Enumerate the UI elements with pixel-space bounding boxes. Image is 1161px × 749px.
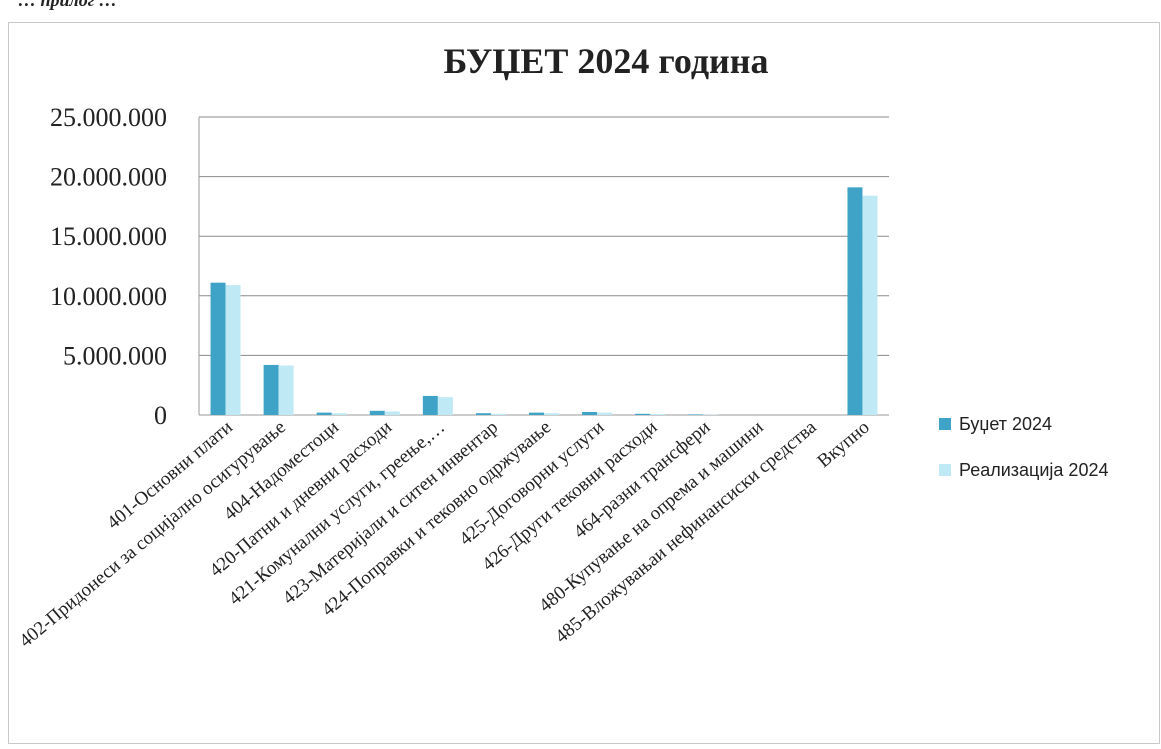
bar-realization	[331, 413, 347, 415]
bar-realization	[437, 397, 453, 415]
x-tick-label: Вкупно	[813, 417, 873, 472]
y-tick-label: 25.000.000	[50, 103, 167, 132]
bar-realization	[225, 285, 241, 415]
page-header-fragment: … прилог …	[18, 0, 117, 10]
bar-realization	[597, 412, 613, 415]
bar-budget	[263, 364, 279, 415]
chart-title: БУЏЕТ 2024 година	[443, 41, 768, 81]
bar-realization	[490, 413, 506, 415]
bar-budget	[422, 395, 438, 415]
bar-realization	[384, 411, 400, 415]
y-tick-label: 15.000.000	[50, 222, 167, 251]
bar-realization	[862, 195, 878, 415]
chart-legend: Буџет 2024 Реализација 2024	[939, 411, 1108, 503]
bar-budget	[369, 410, 385, 415]
chart-frame: БУЏЕТ 2024 година 0 5.000.000 10.000.000 15…	[8, 22, 1160, 744]
bar-realization	[278, 365, 294, 415]
bar-budget	[316, 412, 332, 415]
bar-budget	[210, 282, 226, 415]
bar-realization	[544, 413, 559, 415]
bar-budget	[582, 412, 598, 415]
legend-label-realization: Реализација 2024	[959, 459, 1109, 480]
bar-budget	[635, 413, 651, 415]
bar-realization	[650, 414, 666, 415]
y-tick-label: 10.000.000	[50, 282, 167, 311]
y-tick-label: 5.000.000	[63, 341, 167, 370]
legend-label-budget: Буџет 2024	[959, 413, 1053, 434]
bar-budget	[475, 413, 491, 415]
chart-svg: БУЏЕТ 2024 година 0 5.000.000 10.000.000 15…	[15, 41, 889, 652]
gridlines	[199, 116, 889, 416]
y-tick-label: 20.000.000	[50, 163, 167, 192]
bar-budget	[529, 412, 544, 415]
bar-budget	[688, 414, 704, 415]
legend-swatch-realization	[939, 464, 951, 476]
bars	[210, 187, 878, 415]
bar-budget	[847, 187, 863, 415]
y-tick-label: 0	[154, 401, 167, 430]
y-axis-tick-labels: 0 5.000.000 10.000.000 15.000.000 20.000.000…	[50, 103, 167, 430]
legend-swatch-budget	[939, 418, 951, 430]
legend-item-budget: Буџет 2024	[939, 411, 1108, 437]
legend-item-realization: Реализација 2024	[939, 457, 1108, 483]
